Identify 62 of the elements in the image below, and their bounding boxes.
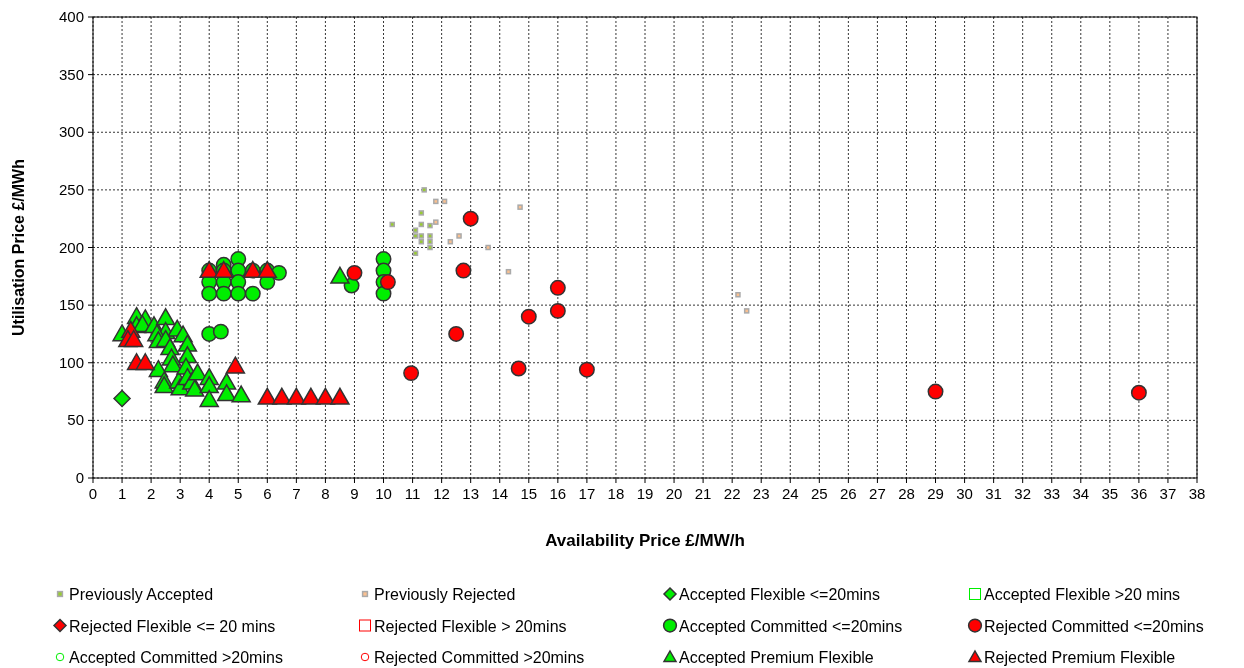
x-tick-label: 37 [1159,485,1177,502]
x-tick-label: 11 [404,485,421,502]
legend-label: Accepted Premium Flexible [679,649,874,666]
legend-label: Rejected Premium Flexible [984,649,1176,666]
y-tick-label: 100 [58,353,84,371]
x-tick-label: 2 [146,485,156,502]
y-tick-label: 200 [58,238,84,256]
legend-label: Previously Rejected [374,586,516,603]
x-tick-label: 15 [520,485,538,502]
x-tick-label: 12 [433,485,450,502]
x-tick-label: 36 [1130,485,1148,502]
x-tick-label: 30 [956,485,973,502]
x-tick-label: 0 [88,485,98,502]
y-tick-label: 0 [75,469,84,486]
legend-label: Accepted Committed <=20mins [679,617,903,635]
legend-label: Previously Accepted [69,586,214,603]
x-tick-label: 31 [985,485,1002,502]
x-tick-label: 32 [1014,485,1032,502]
x-tick-label: 20 [665,485,683,502]
x-tick-label: 16 [549,485,567,502]
y-tick-label: 350 [58,65,84,83]
y-tick-label: 250 [58,180,84,198]
x-tick-label: 22 [723,485,741,502]
y-tick-label: 400 [58,8,84,25]
legend-label: Rejected Committed >20mins [374,649,585,666]
x-tick-label: 14 [491,485,509,502]
x-tick-label: 7 [292,485,301,502]
legend-label: Accepted Flexible >20 mins [984,586,1181,603]
x-tick-label: 17 [578,485,596,502]
x-tick-label: 27 [869,485,886,502]
x-axis-title: Availability Price £/MW/h [545,531,745,550]
x-tick-label: 24 [781,485,799,502]
y-tick-label: 300 [58,123,84,141]
legend-label: Rejected Committed <=20mins [984,617,1204,635]
x-tick-label: 3 [175,485,185,502]
y-tick-label: 150 [58,296,84,314]
x-tick-label: 9 [350,485,359,502]
x-tick-label: 23 [752,485,770,502]
legend-label: Accepted Flexible <=20mins [679,586,880,603]
x-tick-label: 13 [462,485,480,502]
legend-label: Rejected Flexible > 20mins [374,617,567,635]
x-tick-label: 21 [694,485,712,502]
x-tick-label: 4 [205,485,214,502]
legend-label: Accepted Committed >20mins [69,649,283,666]
x-tick-label: 1 [117,485,127,502]
x-tick-label: 34 [1072,485,1090,502]
x-tick-label: 29 [927,485,944,502]
x-tick-label: 10 [375,485,392,502]
legend-label: Rejected Flexible <= 20 mins [69,617,276,635]
x-tick-label: 19 [636,485,654,502]
y-tick-label: 50 [67,411,84,429]
x-tick-label: 33 [1043,485,1061,502]
x-tick-label: 8 [321,485,330,502]
x-tick-label: 6 [263,485,272,502]
x-tick-label: 35 [1101,485,1119,502]
x-tick-label: 38 [1188,485,1206,502]
x-tick-label: 26 [840,485,857,502]
y-axis-title: Utilisation Price £/MWh [10,159,27,336]
x-tick-label: 28 [898,485,915,502]
x-tick-label: 25 [810,485,828,502]
x-tick-label: 18 [607,485,625,502]
x-tick-label: 5 [234,485,243,502]
